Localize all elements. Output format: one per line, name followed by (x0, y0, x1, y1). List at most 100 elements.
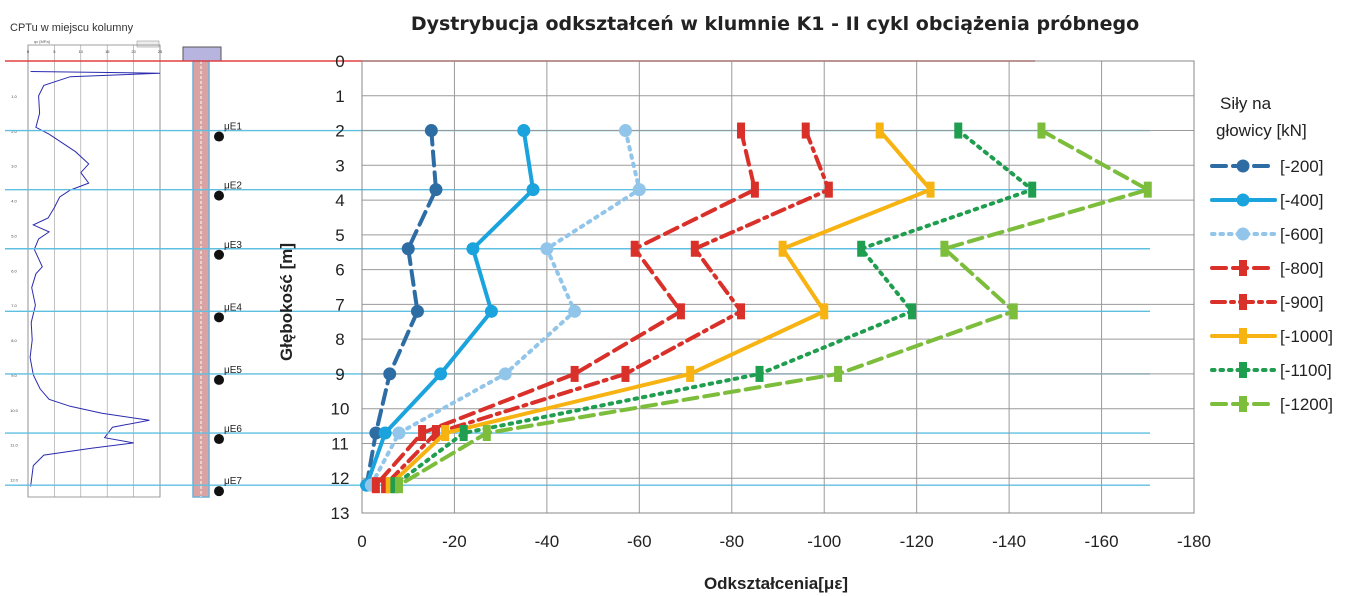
cptu-frame (27, 44, 161, 498)
x-tick-label: -100 (807, 532, 841, 551)
data-point (385, 477, 394, 494)
y-axis-label: Głębokość [m] (277, 243, 296, 361)
x-tick-label: -80 (719, 532, 744, 551)
x-tick-label: -20 (442, 532, 467, 551)
data-point (371, 477, 380, 494)
cptu-depth-tick: 9.0 (11, 373, 17, 378)
series-line (369, 128, 642, 488)
x-tick-label: 0 (357, 532, 366, 551)
data-point (401, 242, 415, 256)
data-point (737, 122, 746, 139)
legend: Siły na głowicy [kN] [-200] [-400] [-600] [… (1210, 94, 1333, 414)
data-point (875, 122, 884, 139)
data-point (834, 365, 843, 382)
legend-label: [-400] (1280, 191, 1323, 210)
data-point (392, 426, 406, 440)
data-point (750, 181, 759, 198)
column-head-cap (182, 46, 222, 62)
legend-label: [-1200] (1280, 395, 1333, 414)
series-group (360, 122, 1152, 494)
data-point (418, 425, 427, 442)
sensor-dot (214, 131, 224, 142)
data-point (381, 477, 390, 494)
y-tick-label: 9 (335, 365, 344, 384)
data-point (940, 240, 949, 257)
data-point (378, 426, 392, 440)
sensor-label: μE1 (224, 122, 242, 133)
data-point (621, 365, 630, 382)
cptu-depth-tick: 8.0 (11, 338, 17, 343)
data-point (690, 240, 699, 257)
data-point (632, 183, 646, 197)
x-tick-labels: 0 -20 -40 -60 -80 -100 -120 -140 -160 -180 (357, 532, 1211, 551)
cptu-depth-tick: 1.0 (11, 94, 17, 99)
cptu-top-tick: 10 (79, 49, 84, 54)
data-point (926, 181, 935, 198)
pile-column (182, 46, 222, 498)
cptu-top-tick: 15 (105, 49, 110, 54)
legend-title: Siły na (1220, 94, 1272, 113)
legend-marker (1239, 294, 1247, 310)
sensor-markers: μE1 μE2 μE3 μE4 μE5 μE6 μE7 (214, 122, 242, 497)
legend-marker (1239, 362, 1247, 378)
legend-marker (1236, 227, 1250, 241)
data-point (434, 367, 448, 381)
plot-frame (361, 60, 1195, 514)
data-point (484, 304, 498, 318)
data-point (908, 303, 917, 320)
data-point (676, 303, 685, 320)
legend-label: [-800] (1280, 259, 1323, 278)
data-point (824, 181, 833, 198)
data-point (441, 425, 450, 442)
data-point (540, 242, 554, 256)
legend-label: [-900] (1280, 293, 1323, 312)
cptu-depth-tick: 11.0 (10, 443, 18, 448)
data-point (424, 124, 438, 138)
cptu-depth-tick: 4.0 (11, 199, 17, 204)
data-point (820, 303, 829, 320)
y-tick-label: 13 (331, 504, 350, 523)
data-point (526, 183, 540, 197)
data-point (778, 240, 787, 257)
data-point (618, 124, 632, 138)
data-point (630, 240, 639, 257)
y-tick-label: 11 (331, 434, 349, 453)
legend-marker (1239, 396, 1247, 412)
sensor-label: μE3 (224, 240, 242, 251)
cptu-grid (27, 44, 161, 498)
data-point (482, 425, 491, 442)
x-axis-label: Odkształcenia[με] (704, 574, 848, 593)
x-tick-label: -180 (1177, 532, 1211, 551)
data-point (394, 477, 403, 494)
cptu-top-tick: 0 (27, 49, 30, 54)
cptu-profile-line (29, 71, 161, 487)
cptu-top-tick: 25 (158, 49, 163, 54)
legend-marker (1236, 159, 1250, 173)
cptu-depth-tick: 2.0 (11, 129, 17, 134)
data-point (954, 122, 963, 139)
sensor-dot (214, 312, 224, 323)
data-point (383, 367, 397, 381)
data-point (801, 122, 810, 139)
y-tick-label: 2 (335, 122, 344, 141)
cptu-axis-label: qc [MPa] (34, 39, 50, 44)
cptu-depth-tick: 7.0 (11, 303, 17, 308)
y-tick-label: 10 (331, 400, 350, 419)
data-point (390, 477, 399, 494)
cptu-title: CPTu w miejscu kolumny (10, 22, 134, 34)
x-tick-label: -160 (1085, 532, 1119, 551)
sensor-label: μE2 (224, 181, 242, 192)
cptu-top-tick: 5 (53, 49, 56, 54)
cptu-tick-labels: 0 5 10 15 20 25 1.0 2.0 3.0 4.0 5.0 6.0 7.0 8.0 9.0 10.… (10, 49, 163, 483)
data-point (1009, 303, 1018, 320)
data-point (459, 425, 468, 442)
sensor-label: μE4 (224, 302, 242, 313)
cptu-legend-box (136, 40, 160, 48)
cptu-depth-tick: 6.0 (11, 268, 17, 273)
data-point (737, 303, 746, 320)
data-point (369, 426, 383, 440)
data-point (1028, 181, 1037, 198)
legend-marker (1236, 193, 1250, 207)
